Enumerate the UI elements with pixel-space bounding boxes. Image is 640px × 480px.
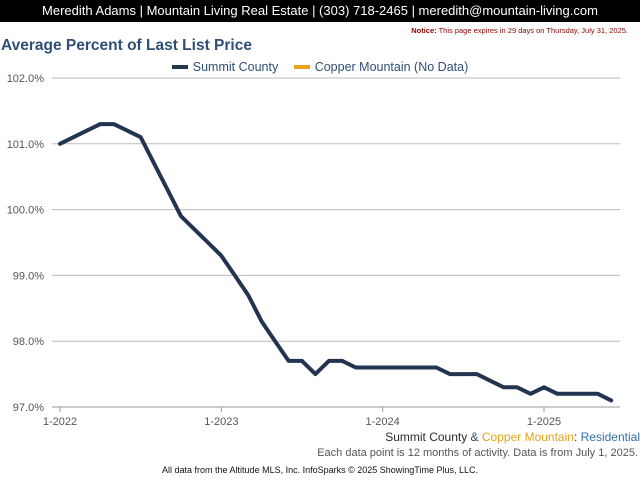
x-tick-label: 1-2022 [43,416,77,428]
y-tick-label: 100.0% [7,205,45,217]
legend-item-series-b[interactable]: Copper Mountain (No Data) [293,60,469,74]
footer-colon: : [573,430,581,444]
footer-series-a: Summit County [385,430,468,444]
legend-label-series-a: Summit County [192,60,279,74]
footer-series-b: Copper Mountain [481,430,574,444]
legend-swatch-series-a [171,65,188,69]
chart-legend: Summit County Copper Mountain (No Data) [0,58,640,74]
y-tick-label: 101.0% [7,139,45,151]
notice-label: Notice: [411,26,437,35]
footer-segment: Residential [580,430,640,444]
legend-swatch-series-b [293,65,310,69]
y-tick-label: 102.0% [7,73,45,85]
footer-amp: & [467,430,482,444]
series-line-summit-county [58,122,614,403]
legend-label-series-b: Copper Mountain (No Data) [314,60,469,74]
footer-source: All data from the Altitude MLS, Inc. Inf… [162,465,478,475]
contact-text: Meredith Adams | Mountain Living Real Es… [42,3,598,18]
x-tick-label: 1-2025 [527,416,561,428]
footer-data-note: Each data point is 12 months of activity… [317,447,638,459]
footer-series-caption: Summit County & Copper Mountain: Residen… [385,430,640,444]
x-tick-label: 1-2024 [366,416,400,428]
legend-item-series-a[interactable]: Summit County [171,60,279,74]
y-tick-label: 98.0% [13,336,44,348]
notice-text: This page expires in 29 days on Thursday… [438,26,628,35]
contact-header-bar: Meredith Adams | Mountain Living Real Es… [0,0,640,22]
y-tick-label: 99.0% [13,270,44,282]
chart-title: Average Percent of Last List Price [1,37,252,54]
expiry-notice: Notice: This page expires in 29 days on … [411,26,628,35]
y-tick-label: 97.0% [13,402,44,414]
x-tick-label: 1-2023 [204,416,238,428]
